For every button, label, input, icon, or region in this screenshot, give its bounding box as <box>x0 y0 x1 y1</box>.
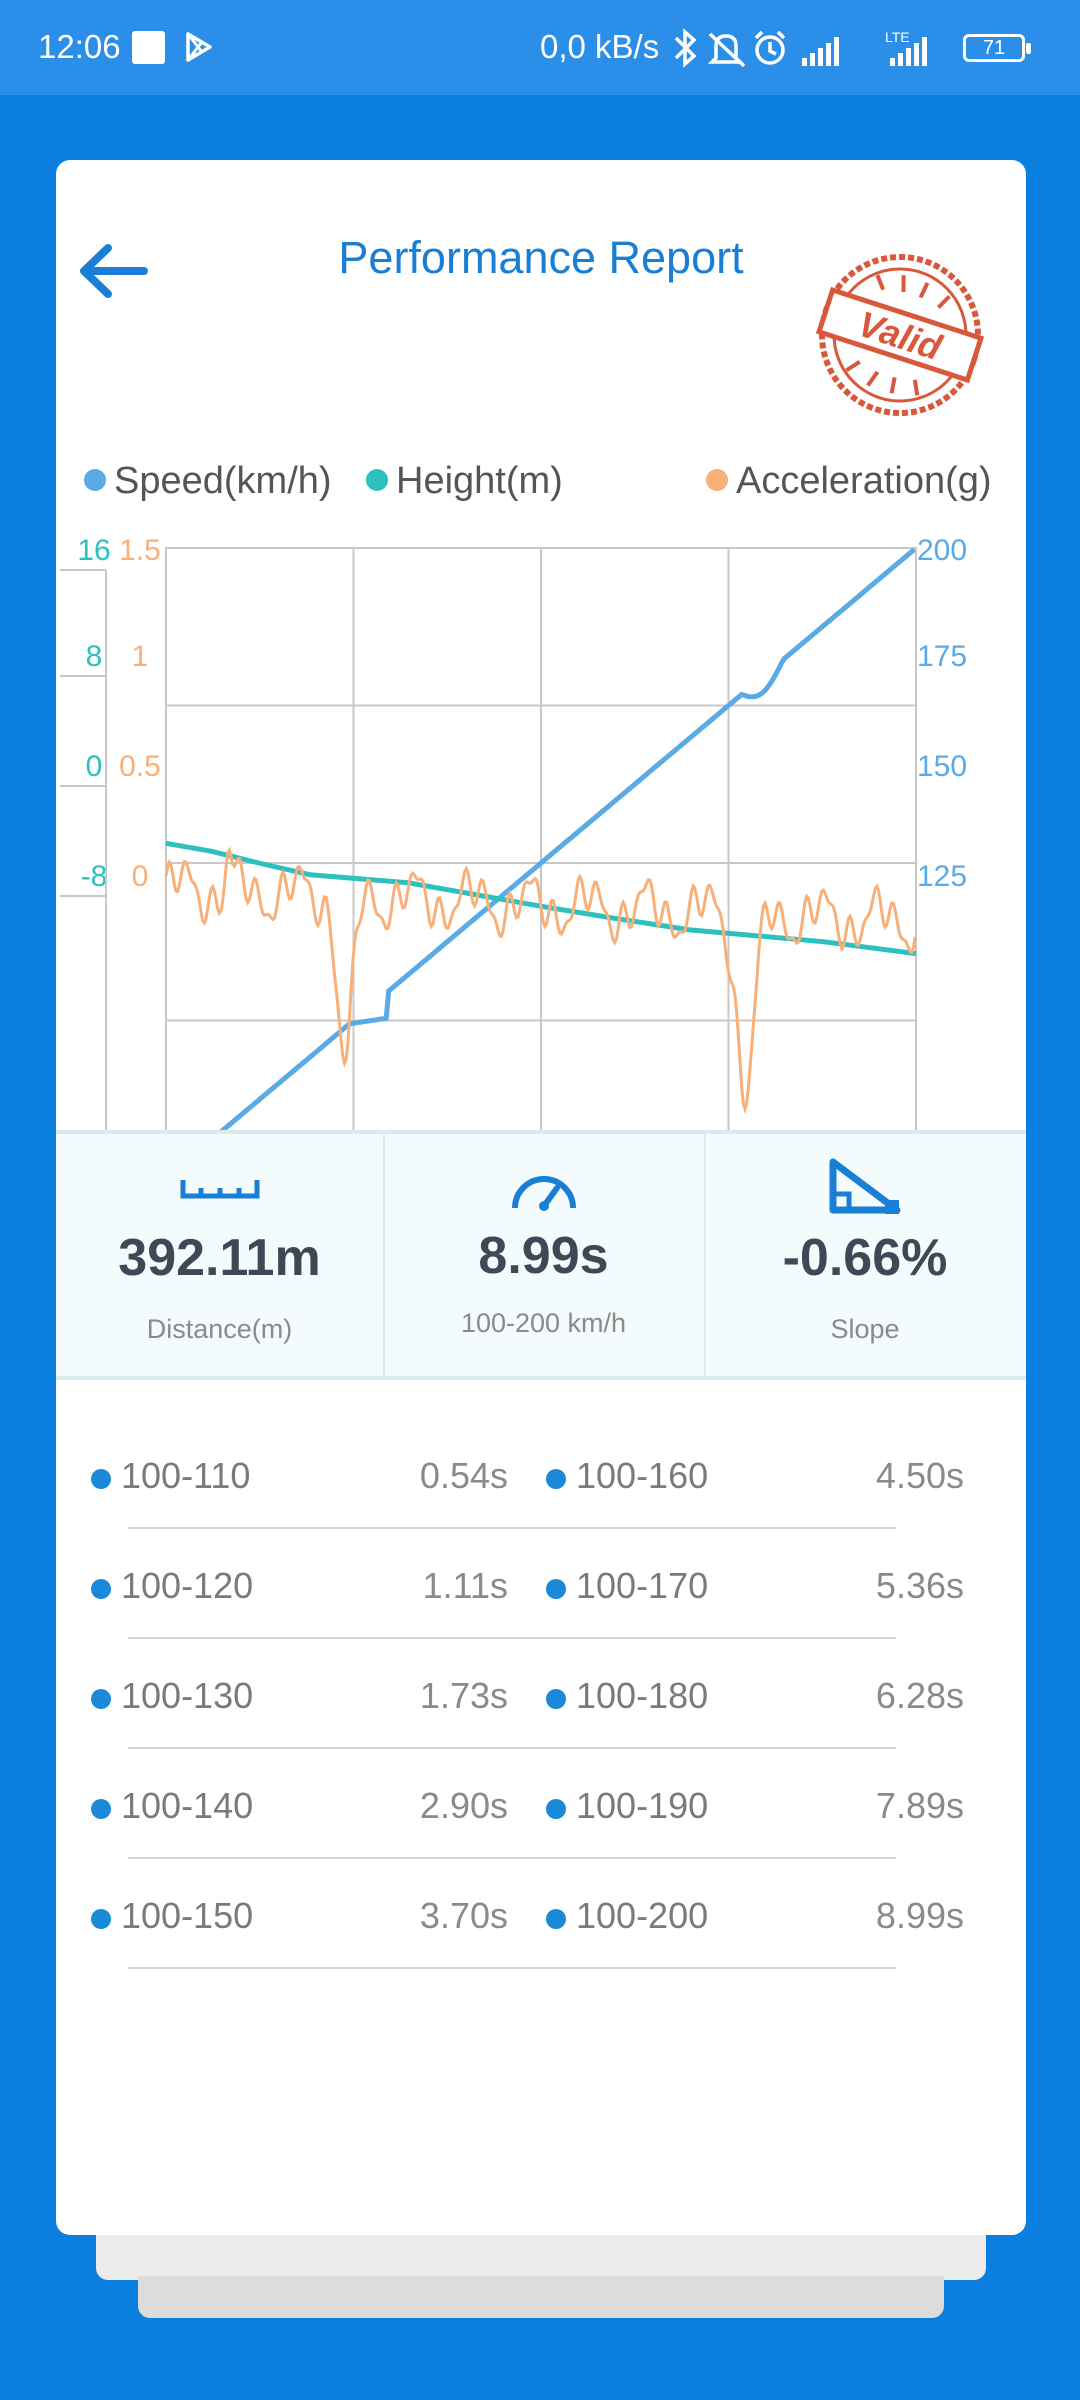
legend-dot <box>84 468 106 491</box>
split-row: 100-110 0.54s 100-160 4.50s <box>56 1435 1026 1545</box>
split-time: 5.36s <box>875 1565 964 1606</box>
legend-item-acceleration[interactable]: Acceleration(g) <box>706 460 992 503</box>
bullet-dot <box>546 1799 566 1819</box>
bullet-dot <box>546 1909 566 1929</box>
height-axis-tick: 16 <box>77 534 110 567</box>
speed-axis-tick: 150 <box>917 750 967 783</box>
valid-stamp-icon: Valid <box>815 254 985 416</box>
report-card: Performance Report Valid Speed(km/h) Hei… <box>56 160 1026 2235</box>
ruler-icon <box>180 1180 259 1199</box>
accel-axis-tick: 1 <box>132 640 149 673</box>
legend-label: Acceleration(g) <box>736 460 992 502</box>
height-series-line <box>165 840 917 957</box>
split-time: 6.28s <box>875 1675 964 1716</box>
status-icons: LTE <box>674 28 927 68</box>
stat-slope: -0.66% Slope <box>704 1134 1026 1376</box>
arrow-left-icon <box>80 244 148 298</box>
accel-axis-tick: 0 <box>132 860 149 893</box>
split-time: 7.89s <box>875 1785 964 1826</box>
speed-axis-tick: 175 <box>917 640 967 673</box>
notification-icon <box>132 31 165 64</box>
mute-icon <box>707 32 746 68</box>
bluetooth-icon <box>674 28 697 68</box>
battery-icon: 71 <box>963 34 1031 62</box>
split-range: 100-160 <box>576 1455 709 1496</box>
split-range: 100-170 <box>576 1565 709 1606</box>
stats-panel: 392.11m Distance(m) 8.99s 100-200 km/h -… <box>56 1130 1026 1380</box>
bullet-dot <box>91 1799 111 1819</box>
split-range: 100-130 <box>121 1675 254 1716</box>
legend-dot <box>366 468 388 491</box>
split-row: 100-150 3.70s 100-200 8.99s <box>56 1875 1026 1985</box>
split-time: 8.99s <box>875 1895 964 1936</box>
legend-label: Speed(km/h) <box>114 460 332 502</box>
split-time: 1.11s <box>422 1565 508 1606</box>
distance-label: Distance(m) <box>146 1314 293 1344</box>
split-range: 100-180 <box>576 1675 709 1716</box>
bullet-dot <box>91 1579 111 1599</box>
split-time: 2.90s <box>419 1785 508 1826</box>
split-row: 100-130 1.73s 100-180 6.28s <box>56 1655 1026 1765</box>
distance-value: 392.11m <box>118 1229 321 1287</box>
slope-value: -0.66% <box>782 1229 948 1287</box>
bullet-dot <box>546 1579 566 1599</box>
split-range: 100-150 <box>121 1895 254 1936</box>
time-label: 100-200 km/h <box>460 1308 627 1338</box>
split-range: 100-110 <box>121 1455 251 1496</box>
legend-item-speed[interactable]: Speed(km/h) <box>84 460 332 503</box>
split-range: 100-140 <box>121 1785 254 1826</box>
row-divider <box>128 1857 896 1859</box>
height-axis-tick: -8 <box>81 860 108 893</box>
network-rate: 0,0 kB/s <box>540 28 660 65</box>
row-divider <box>128 1637 896 1639</box>
card-shadow-layer <box>96 2232 986 2280</box>
speed-axis-tick: 125 <box>917 860 967 893</box>
split-time: 0.54s <box>419 1455 508 1496</box>
split-row: 100-120 1.11s 100-170 5.36s <box>56 1545 1026 1655</box>
slope-label: Slope <box>830 1314 900 1344</box>
accel-axis-tick: 0.5 <box>119 750 161 783</box>
status-bar: 12:06 0,0 kB/s LTE 71 <box>0 0 1080 95</box>
bullet-dot <box>546 1689 566 1709</box>
status-time: 12:06 <box>38 28 121 65</box>
page-title: Performance Report <box>338 232 744 283</box>
split-time: 3.70s <box>419 1895 508 1936</box>
row-divider <box>128 1527 896 1529</box>
speedometer-icon <box>511 1176 576 1211</box>
bullet-dot <box>91 1689 111 1709</box>
stat-distance: 392.11m Distance(m) <box>56 1134 385 1376</box>
slope-icon <box>829 1158 901 1214</box>
split-row: 100-140 2.90s 100-190 7.89s <box>56 1765 1026 1875</box>
alarm-icon <box>754 30 786 65</box>
speed-axis-tick: 200 <box>917 534 967 567</box>
split-range: 100-190 <box>576 1785 709 1826</box>
speed-series-line <box>164 547 916 1180</box>
signal-icon <box>802 37 839 66</box>
height-axis-tick: 8 <box>86 640 103 673</box>
split-range: 100-120 <box>121 1565 254 1606</box>
svg-text:LTE: LTE <box>885 29 910 45</box>
back-button[interactable] <box>74 238 154 304</box>
row-divider <box>128 1967 896 1969</box>
height-axis-tick: 0 <box>86 750 103 783</box>
split-range: 100-200 <box>576 1895 709 1936</box>
split-time: 4.50s <box>875 1455 964 1496</box>
split-time: 1.73s <box>419 1675 508 1716</box>
card-shadow-layer <box>138 2276 944 2318</box>
legend-dot <box>706 468 728 491</box>
acceleration-series-line <box>164 846 917 1115</box>
row-divider <box>128 1747 896 1749</box>
bullet-dot <box>546 1469 566 1489</box>
play-store-icon <box>186 32 212 62</box>
accel-axis-tick: 1.5 <box>119 534 161 567</box>
legend-label: Height(m) <box>396 460 563 502</box>
bullet-dot <box>91 1909 111 1929</box>
time-value: 8.99s <box>478 1227 609 1285</box>
bullet-dot <box>91 1469 111 1489</box>
legend-item-height[interactable]: Height(m) <box>366 460 563 503</box>
stat-time: 8.99s 100-200 km/h <box>383 1134 706 1376</box>
signal-lte-icon <box>890 37 927 66</box>
